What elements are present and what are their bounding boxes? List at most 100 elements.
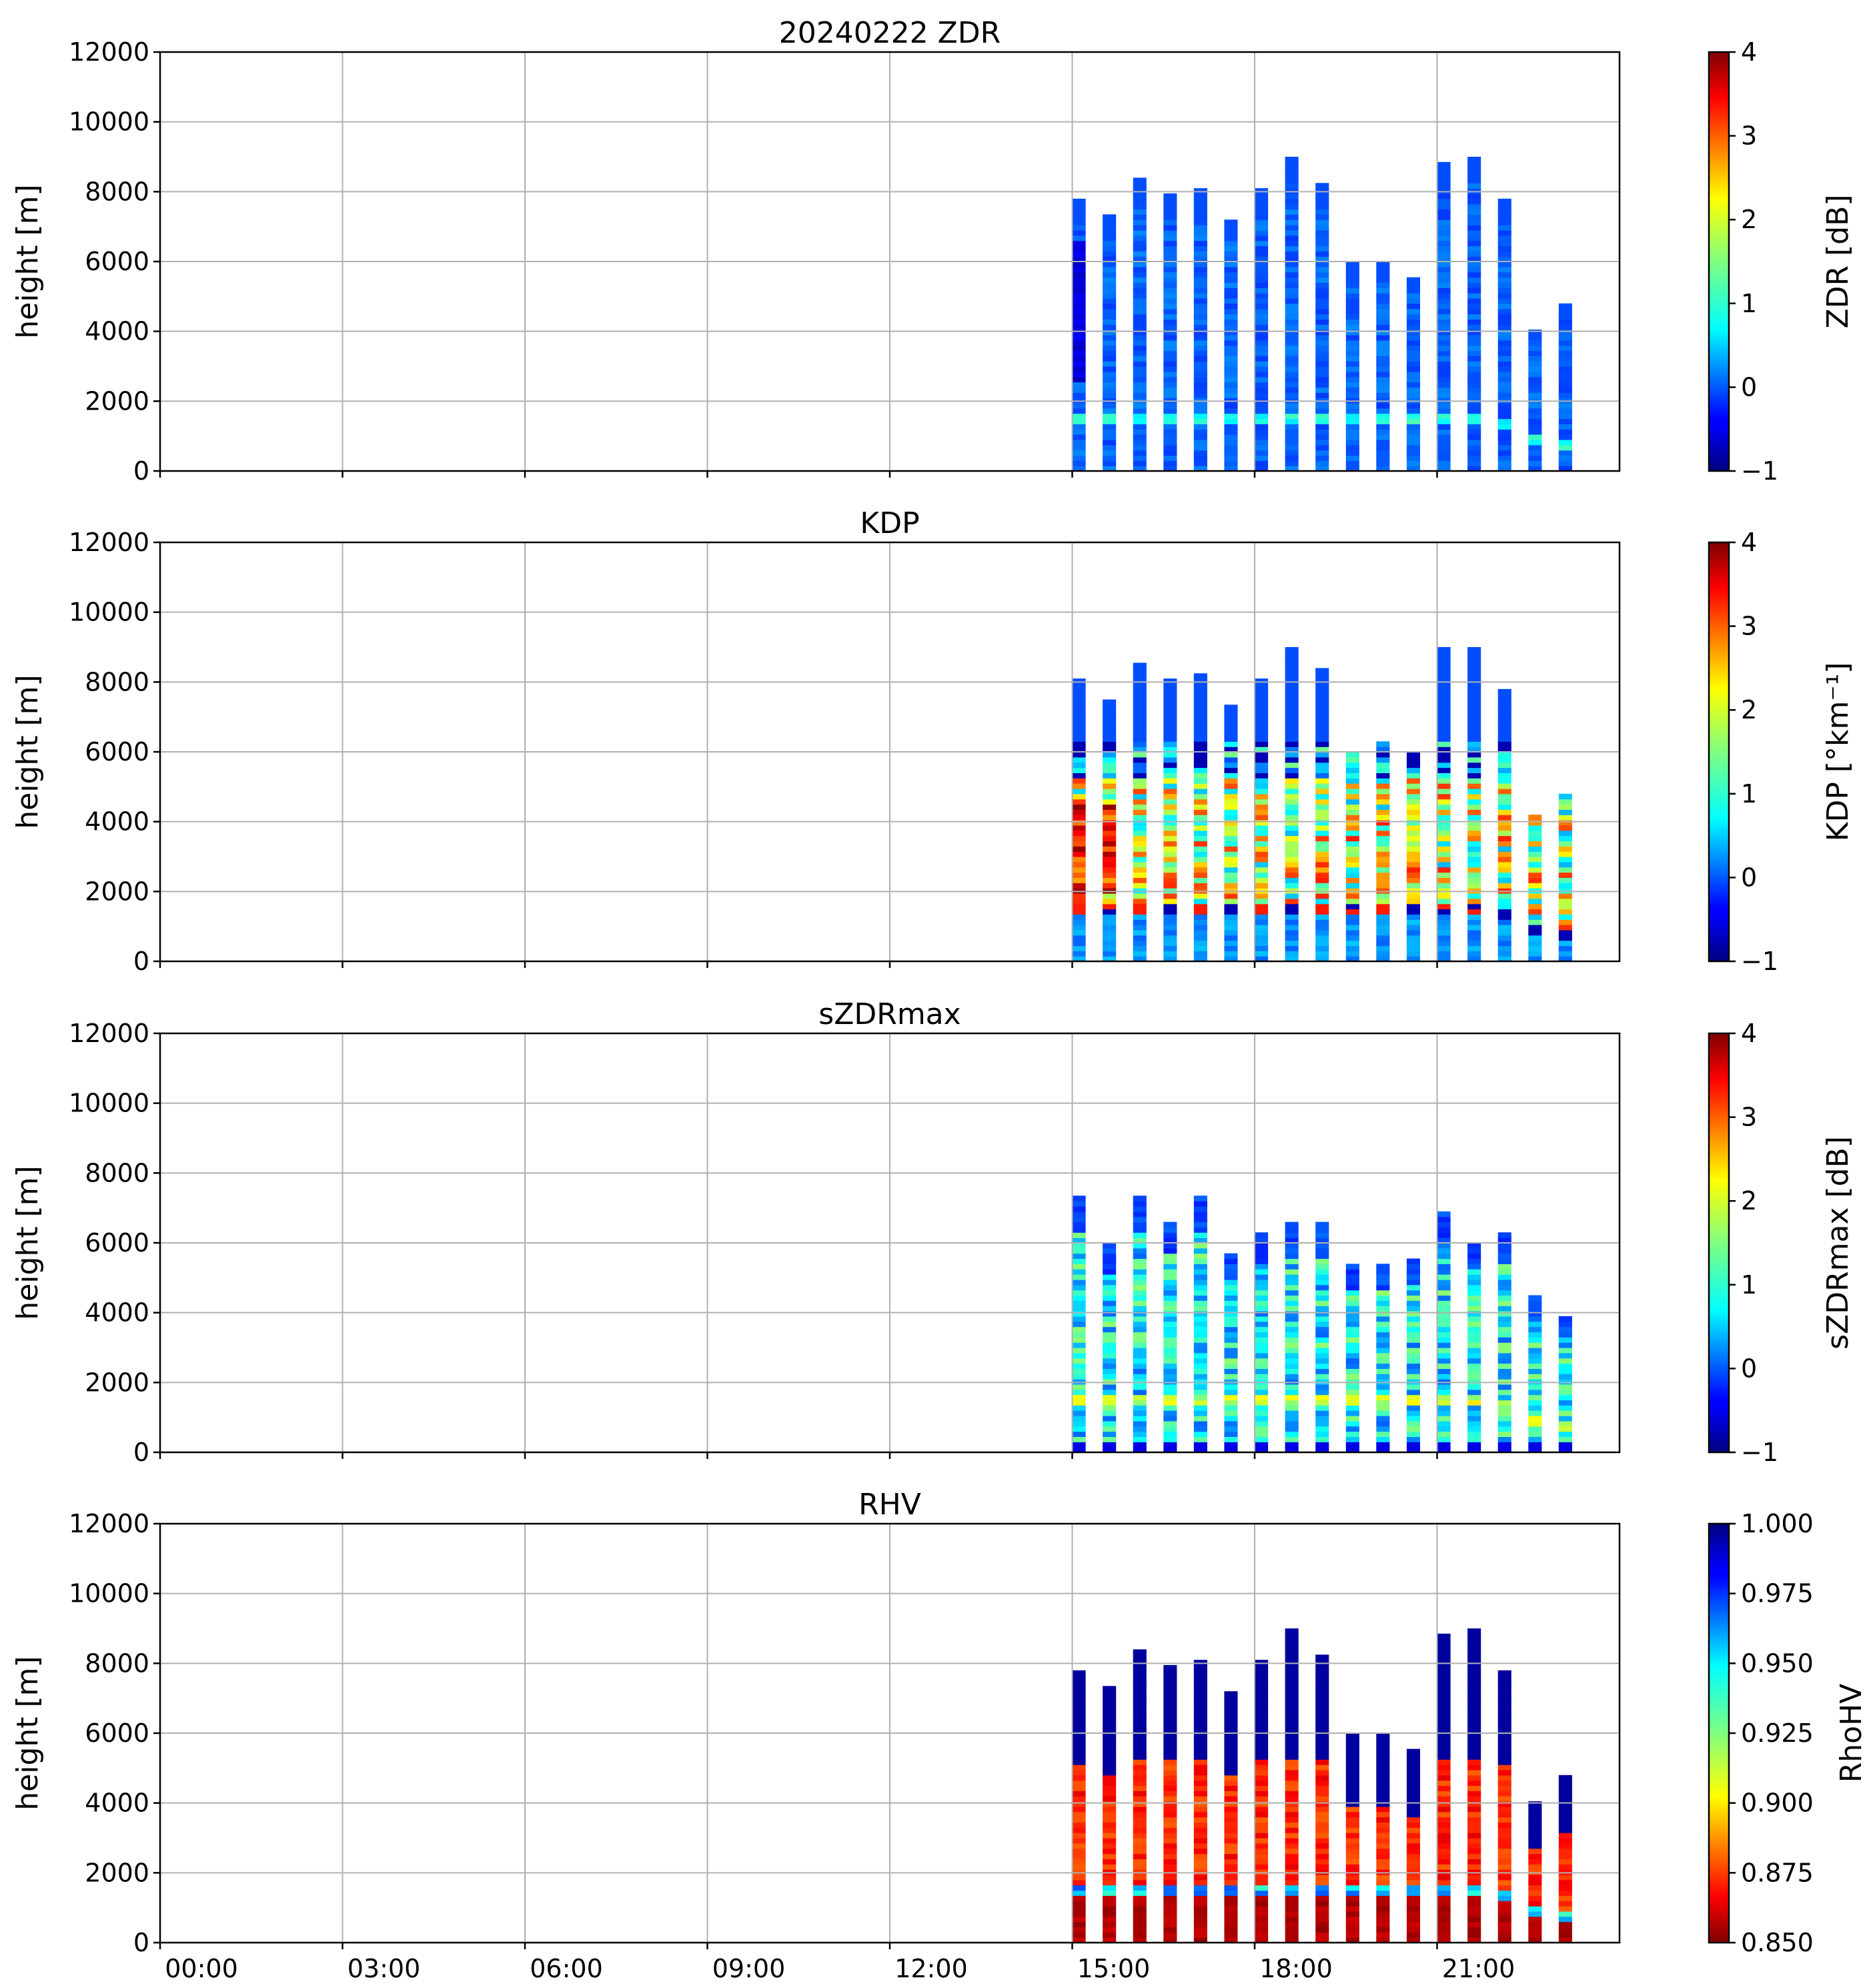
- heatmap-cell: [1497, 1306, 1511, 1312]
- heatmap-cell: [1103, 851, 1117, 857]
- heatmap-cell: [1437, 450, 1451, 456]
- heatmap-cell: [1224, 340, 1238, 346]
- heatmap-cell: [1285, 1738, 1299, 1745]
- heatmap-cell: [1163, 1420, 1177, 1427]
- heatmap-cell: [1163, 804, 1177, 810]
- heatmap-cell: [1285, 1363, 1299, 1369]
- heatmap-cell: [1193, 429, 1207, 435]
- heatmap-cell: [1224, 1801, 1238, 1807]
- heatmap-cell: [1072, 1759, 1086, 1765]
- heatmap-cell: [1406, 778, 1420, 784]
- heatmap-cell: [1133, 1363, 1147, 1369]
- heatmap-cell: [1497, 439, 1511, 446]
- heatmap-cell: [1072, 1416, 1086, 1422]
- heatmap-cell: [1285, 694, 1299, 700]
- heatmap-cell: [1285, 444, 1299, 451]
- heatmap-cell: [1437, 1937, 1451, 1943]
- heatmap-cell: [1103, 846, 1117, 852]
- heatmap-cell: [1376, 1785, 1390, 1791]
- heatmap-cell: [1224, 429, 1238, 435]
- heatmap-cell: [1072, 846, 1086, 852]
- heatmap-cell: [1285, 1769, 1299, 1776]
- heatmap-cell: [1133, 1290, 1147, 1296]
- heatmap-cell: [1467, 835, 1481, 842]
- heatmap-cell: [1255, 1300, 1269, 1306]
- heatmap-cell: [1255, 861, 1269, 868]
- heatmap-cell: [1193, 356, 1207, 362]
- heatmap-cell: [1224, 1901, 1238, 1907]
- heatmap-cell: [1497, 1811, 1511, 1818]
- heatmap-cell: [1193, 1701, 1207, 1708]
- heatmap-cell: [1133, 183, 1147, 189]
- heatmap-cell: [1345, 1775, 1359, 1781]
- heatmap-cell: [1406, 1765, 1420, 1771]
- heatmap-cell: [1376, 382, 1390, 388]
- heatmap-cell: [1133, 298, 1147, 304]
- heatmap-cell: [1285, 647, 1299, 653]
- heatmap-cell: [1103, 340, 1117, 346]
- heatmap-cell: [1558, 835, 1572, 842]
- heatmap-cell: [1315, 1885, 1329, 1891]
- heatmap-cell: [1103, 1253, 1117, 1260]
- heatmap-cell: [1072, 1232, 1086, 1238]
- heatmap-cell: [1376, 1843, 1390, 1849]
- heatmap-cell: [1133, 1280, 1147, 1286]
- heatmap-cells: [1072, 647, 1572, 962]
- heatmap-cell: [1315, 277, 1329, 283]
- heatmap-cell: [1376, 403, 1390, 409]
- heatmap-cell: [1345, 350, 1359, 356]
- heatmap-cell: [1345, 334, 1359, 341]
- heatmap-cell: [1285, 1311, 1299, 1317]
- heatmap-cell: [1103, 1280, 1117, 1286]
- heatmap-cell: [1497, 841, 1511, 847]
- heatmap-cell: [1376, 1269, 1390, 1275]
- heatmap-cell: [1376, 1890, 1390, 1896]
- heatmap-cell: [1528, 846, 1542, 852]
- heatmap-cell: [1376, 762, 1390, 769]
- heatmap-cell: [1163, 725, 1177, 732]
- heatmap-cell: [1558, 366, 1572, 372]
- heatmap-cell: [1345, 1759, 1359, 1765]
- heatmap-cell: [1558, 361, 1572, 367]
- heatmap-cell: [1103, 214, 1117, 220]
- heatmap-cell: [1133, 1201, 1147, 1207]
- heatmap-cell: [1255, 1400, 1269, 1406]
- heatmap-cell: [1406, 1827, 1420, 1833]
- heatmap-cell: [1406, 752, 1420, 758]
- heatmap-cell: [1406, 1442, 1420, 1448]
- heatmap-cell: [1133, 1733, 1147, 1739]
- heatmap-cell: [1467, 376, 1481, 383]
- heatmap-cell: [1467, 1358, 1481, 1364]
- heatmap-cell: [1133, 804, 1147, 810]
- heatmap-cell: [1528, 1426, 1542, 1432]
- heatmap-cell: [1133, 877, 1147, 883]
- heatmap-cell: [1437, 167, 1451, 173]
- heatmap-cell: [1072, 694, 1086, 700]
- heatmap-cell: [1193, 1853, 1207, 1859]
- heatmap-cell: [1133, 240, 1147, 247]
- heatmap-cell: [1467, 1638, 1481, 1645]
- heatmap-cell: [1133, 1374, 1147, 1380]
- heatmap-cell: [1376, 439, 1390, 446]
- heatmap-cell: [1315, 193, 1329, 199]
- heatmap-cell: [1255, 841, 1269, 847]
- heatmap-cell: [1467, 1916, 1481, 1923]
- heatmap-cell: [1193, 704, 1207, 710]
- heatmap-cell: [1133, 214, 1147, 220]
- heatmap-cell: [1406, 293, 1420, 299]
- heatmap-cell: [1437, 1211, 1451, 1217]
- heatmap-cell: [1072, 720, 1086, 726]
- heatmap-cell: [1163, 1326, 1177, 1333]
- heatmap-cell: [1315, 298, 1329, 304]
- heatmap-cell: [1224, 1352, 1238, 1359]
- heatmap-cell: [1255, 867, 1269, 873]
- heatmap-cell: [1163, 1738, 1177, 1745]
- heatmap-cell: [1193, 699, 1207, 705]
- heatmap-cell: [1193, 1937, 1207, 1943]
- heatmap-cell: [1467, 741, 1481, 747]
- heatmap-cell: [1467, 694, 1481, 700]
- heatmap-cell: [1376, 929, 1390, 936]
- heatmap-cell: [1406, 1368, 1420, 1374]
- heatmap-cell: [1345, 919, 1359, 925]
- heatmap-cell: [1285, 945, 1299, 951]
